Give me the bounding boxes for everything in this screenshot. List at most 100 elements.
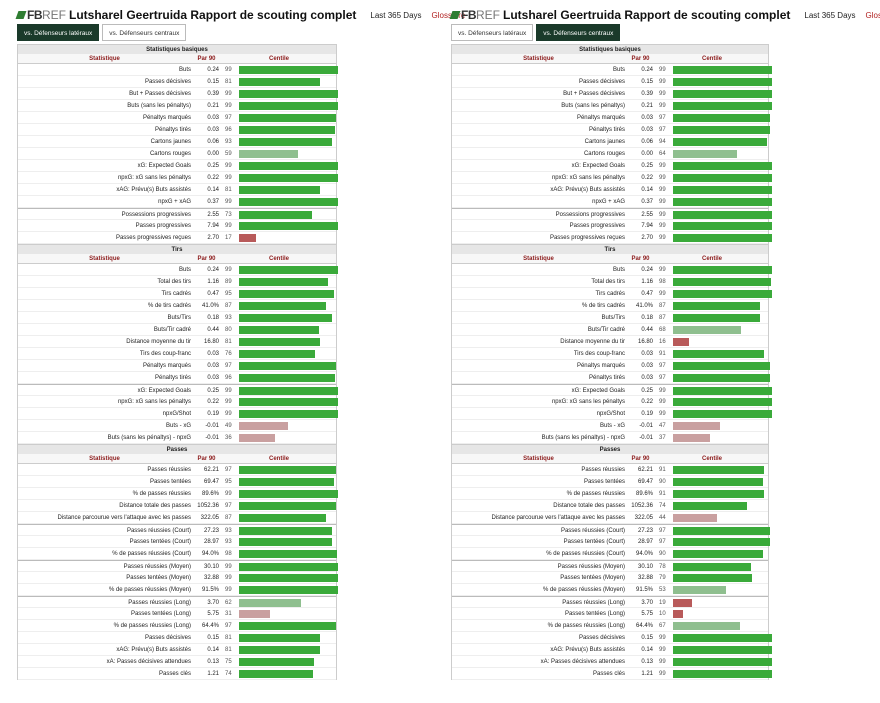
percentile-bar — [673, 514, 717, 522]
stat-name: Pénaltys marqués — [142, 115, 191, 121]
tab-lateral-defenders[interactable]: vs. Défenseurs latéraux — [451, 24, 534, 41]
stat-name: Buts — [612, 67, 625, 73]
percentile-cell: 99 — [222, 561, 338, 571]
percentile-value: 99 — [659, 163, 666, 169]
stat-name: Pénaltys tirés — [588, 127, 625, 133]
percentile-cell: 99 — [656, 668, 772, 679]
per90-value: 0.15 — [207, 79, 219, 85]
stat-name: Passes tentées — [583, 479, 625, 485]
tab-lateral-defenders[interactable]: vs. Défenseurs latéraux — [17, 24, 100, 41]
tab-central-defenders[interactable]: vs. Défenseurs centraux — [102, 24, 187, 41]
percentile-bar — [673, 211, 772, 219]
percentile-value: 73 — [225, 212, 232, 218]
percentile-bar — [673, 362, 770, 370]
stat-name: Buts - xG — [165, 423, 191, 429]
header-statistic[interactable]: Statistique — [89, 256, 120, 262]
header-per90[interactable]: Par 90 — [631, 256, 650, 262]
scouting-table: Statistiques basiques Statistique Par 90 Ce… — [17, 44, 338, 680]
header-percentile[interactable]: Centile — [701, 256, 722, 262]
percentile-cell: 64 — [656, 148, 768, 159]
per90-value: 5.75 — [641, 611, 653, 617]
percentile-bar — [673, 114, 770, 122]
header-percentile[interactable]: Centile — [701, 456, 722, 462]
percentile-bar — [673, 434, 710, 442]
tab-central-defenders[interactable]: vs. Défenseurs centraux — [536, 24, 621, 41]
header-statistic[interactable]: Statistique — [523, 256, 554, 262]
glossary-link[interactable]: Glossaire — [865, 10, 880, 20]
table-row: Tirs cadrés 0.47 99 — [452, 288, 772, 300]
header-per90[interactable]: Par 90 — [631, 56, 650, 62]
percentile-cell: 91 — [656, 488, 768, 499]
header-statistic[interactable]: Statistique — [89, 456, 120, 462]
table-row: Buts/Tir cadré 0.44 80 — [18, 324, 336, 336]
percentile-bar — [673, 422, 720, 430]
header-per90[interactable]: Par 90 — [197, 56, 216, 62]
percentile-value: 94 — [659, 139, 666, 145]
table-row: % de passes réussies (Moyen) 91.5% 99 — [18, 584, 338, 596]
percentile-cell: 99 — [656, 408, 772, 419]
percentile-value: 91 — [659, 467, 666, 473]
percentile-value: 99 — [659, 91, 666, 97]
fbref-logo[interactable]: FB REF — [449, 8, 500, 22]
percentile-cell: 89 — [222, 276, 336, 287]
percentile-cell: 78 — [656, 561, 768, 571]
per90-value: 1.21 — [207, 671, 219, 677]
percentile-bar — [239, 563, 338, 571]
stat-name: Passes réussies (Moyen) — [557, 564, 625, 570]
per90-value: 3.70 — [207, 600, 219, 606]
header-percentile[interactable]: Centile — [701, 56, 722, 62]
header-percentile[interactable]: Centile — [268, 456, 289, 462]
header-per90[interactable]: Par 90 — [197, 256, 216, 262]
stat-name: Pénaltys marqués — [142, 363, 191, 369]
table-row: xG: Expected Goals 0.25 99 — [452, 384, 772, 396]
stat-name: Buts — [612, 267, 625, 273]
stat-name: Buts/Tir cadré — [587, 327, 625, 333]
stat-name: xA: Passes décisives attendues — [106, 659, 191, 665]
percentile-bar — [239, 302, 326, 310]
period-label: Last 365 Days — [804, 10, 856, 20]
header-per90[interactable]: Par 90 — [631, 456, 650, 462]
percentile-value: 16 — [659, 339, 666, 345]
per90-value: 0.44 — [207, 327, 219, 333]
per90-value: 0.14 — [641, 187, 653, 193]
stat-name: Cartons rouges — [149, 151, 191, 157]
per90-value: 27.23 — [637, 528, 653, 534]
percentile-bar — [673, 527, 770, 535]
per90-value: 0.24 — [641, 267, 653, 273]
header-per90[interactable]: Par 90 — [197, 456, 216, 462]
header-statistic[interactable]: Statistique — [523, 456, 554, 462]
stat-name: But + Passes décisives — [563, 91, 625, 97]
header-statistic[interactable]: Statistique — [89, 56, 120, 62]
glossary-link[interactable]: Glossaire — [431, 10, 466, 20]
percentile-bar — [239, 338, 320, 346]
percentile-cell: 98 — [656, 276, 771, 287]
stat-name: % de passes réussies (Court) — [546, 551, 625, 557]
table-row: Tirs cadrés 0.47 95 — [18, 288, 336, 300]
percentile-cell: 99 — [656, 172, 772, 183]
stat-name: % de passes réussies — [566, 491, 625, 497]
stat-name: Passes progressives — [135, 223, 191, 229]
percentile-value: 98 — [225, 551, 232, 557]
percentile-bar — [673, 563, 751, 571]
header-percentile[interactable]: Centile — [268, 56, 289, 62]
percentile-value: 97 — [659, 127, 666, 133]
percentile-value: 76 — [225, 351, 232, 357]
table-row: Pénaltys tirés 0.03 96 — [18, 372, 336, 384]
table-row: Cartons jaunes 0.06 94 — [452, 136, 768, 148]
header-statistic[interactable]: Statistique — [523, 56, 554, 62]
percentile-bar — [239, 90, 338, 98]
table-row: Passes réussies (Long) 3.70 62 — [18, 596, 336, 608]
table-row: % de passes réussies 89.6% 91 — [452, 488, 768, 500]
percentile-bar — [239, 422, 288, 430]
table-row: xAG: Prévu(s) Buts assistés 0.14 99 — [452, 184, 772, 196]
percentile-bar — [673, 174, 772, 182]
percentile-bar — [239, 538, 332, 546]
percentile-value: 97 — [225, 623, 232, 629]
stat-name: xA: Passes décisives attendues — [540, 659, 625, 665]
percentile-value: 31 — [225, 611, 232, 617]
section-title: Passes — [18, 444, 336, 454]
table-row: Buts (sans les pénaltys) - npxG -0.01 37 — [452, 432, 768, 444]
per90-value: 0.13 — [641, 659, 653, 665]
fbref-logo[interactable]: FB REF — [15, 8, 66, 22]
header-percentile[interactable]: Centile — [268, 256, 289, 262]
